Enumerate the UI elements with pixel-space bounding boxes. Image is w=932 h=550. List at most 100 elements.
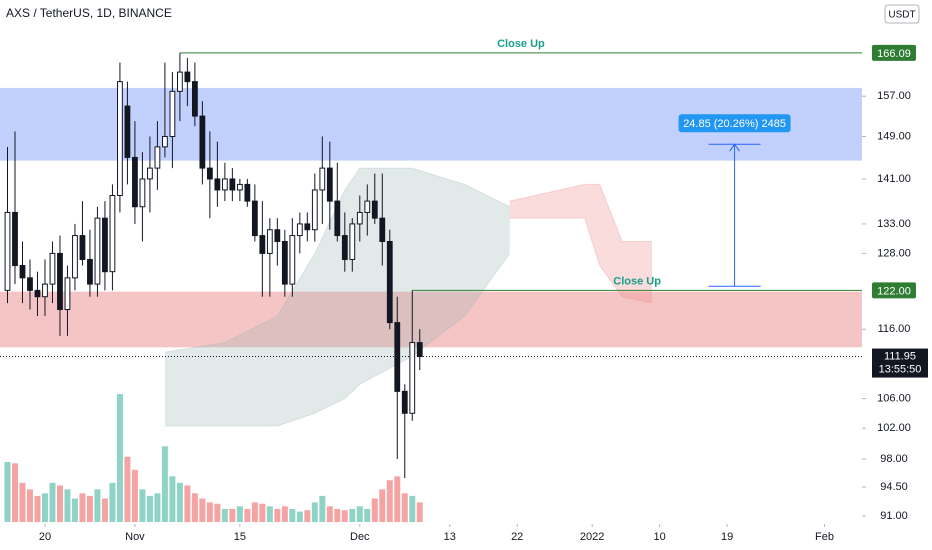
level-text: Close Up bbox=[613, 275, 661, 287]
volume-bar bbox=[191, 493, 198, 522]
candle-body bbox=[349, 223, 356, 260]
candle-body bbox=[117, 81, 123, 197]
x-tick-label: 19 bbox=[721, 531, 733, 543]
volume-bar bbox=[71, 498, 78, 522]
time-axis bbox=[0, 524, 932, 550]
volume-bar bbox=[19, 482, 26, 522]
candle-body bbox=[4, 211, 11, 291]
candle-body bbox=[379, 217, 386, 242]
candle-body bbox=[169, 90, 176, 137]
volume-bar bbox=[289, 508, 296, 522]
chart-title: AXS / TetherUS, 1D, BINANCE bbox=[6, 6, 172, 20]
volume-bar bbox=[116, 394, 123, 522]
candle-body bbox=[132, 156, 138, 208]
level-label-box bbox=[872, 282, 916, 299]
candle-body bbox=[162, 135, 168, 148]
volume-bar bbox=[206, 502, 213, 522]
candle-body bbox=[409, 342, 416, 414]
volume-bar bbox=[244, 508, 251, 522]
y-tick-label: 128.00 bbox=[877, 247, 911, 259]
candle-body bbox=[94, 217, 101, 285]
candle-body bbox=[416, 342, 423, 358]
volume-bar bbox=[304, 510, 311, 522]
candle-body bbox=[274, 229, 281, 242]
countdown-label: 13:55:50 bbox=[879, 363, 922, 375]
volume-bar bbox=[94, 489, 101, 522]
cloud-upper bbox=[509, 183, 653, 242]
cloud-fill bbox=[509, 184, 653, 304]
level-label: 122.00 bbox=[877, 285, 911, 297]
volume-bar bbox=[326, 506, 333, 522]
candle-body bbox=[79, 235, 86, 260]
volume-bar bbox=[109, 482, 116, 522]
y-tick-label: 94.50 bbox=[880, 481, 908, 493]
measure-label: 24.85 (20.26%) 2485 bbox=[683, 118, 786, 130]
candle-body bbox=[326, 167, 333, 202]
level-label-box bbox=[872, 44, 916, 61]
level-label: 166.09 bbox=[877, 48, 911, 60]
zone bbox=[0, 291, 862, 348]
volume-bar bbox=[34, 495, 41, 522]
last-price-label: 111.95 bbox=[884, 350, 916, 362]
candle-body bbox=[296, 223, 303, 237]
candle-body bbox=[139, 178, 146, 208]
volume-bar bbox=[296, 511, 303, 522]
y-tick-label: 102.00 bbox=[877, 422, 911, 434]
cloud-lower bbox=[509, 217, 653, 304]
candle-body bbox=[259, 235, 266, 254]
x-tick-label: 13 bbox=[444, 531, 456, 543]
candle-body bbox=[214, 178, 221, 191]
candle-body bbox=[304, 223, 311, 231]
candle-body bbox=[199, 115, 206, 169]
y-tick-label: 98.00 bbox=[880, 453, 908, 465]
cloud-fill bbox=[164, 168, 510, 426]
last-price-box bbox=[872, 348, 928, 378]
x-tick-label: Dec bbox=[350, 531, 370, 543]
measure-label-box bbox=[678, 114, 791, 133]
candle-body bbox=[206, 167, 213, 180]
volume-bar bbox=[364, 508, 371, 522]
volume-bar bbox=[41, 493, 48, 522]
volume-bar bbox=[379, 489, 386, 522]
candle-body bbox=[191, 81, 198, 117]
x-tick-label: 15 bbox=[234, 531, 246, 543]
volume-bar bbox=[11, 463, 18, 522]
y-tick-label: 116.00 bbox=[878, 323, 911, 335]
candle-body bbox=[281, 240, 288, 285]
candle-body bbox=[72, 235, 78, 279]
candle-body bbox=[266, 229, 273, 254]
price-axis bbox=[862, 0, 932, 524]
volume-bar bbox=[281, 506, 288, 522]
measure-arrowhead bbox=[729, 143, 740, 152]
candle-body bbox=[356, 211, 363, 225]
currency-label: USDT bbox=[888, 10, 915, 21]
candle-body bbox=[236, 183, 243, 191]
candle-body bbox=[244, 183, 251, 202]
y-tick-label: 91.00 bbox=[880, 510, 908, 522]
volume-bar bbox=[274, 508, 281, 522]
candle-body bbox=[221, 178, 228, 191]
candle-body bbox=[42, 283, 48, 298]
candle-body bbox=[386, 240, 393, 324]
volume-bar bbox=[26, 489, 33, 522]
volume-bar bbox=[161, 446, 168, 522]
level-text: Close Up bbox=[497, 38, 545, 50]
volume-bar bbox=[139, 489, 146, 522]
volume-bar bbox=[214, 503, 221, 522]
volume-bar bbox=[56, 485, 63, 522]
currency-box bbox=[884, 4, 920, 24]
candle-body bbox=[319, 167, 326, 191]
candle-body bbox=[334, 200, 341, 237]
volume-bar bbox=[101, 498, 108, 522]
x-tick-label: 2022 bbox=[580, 531, 604, 543]
x-tick-label: 22 bbox=[511, 531, 523, 543]
candle-body bbox=[27, 277, 33, 291]
candle-body bbox=[12, 211, 18, 267]
volume-bar bbox=[49, 482, 56, 522]
volume-bar bbox=[169, 476, 176, 522]
x-tick-label: Nov bbox=[125, 531, 145, 543]
cloud-upper bbox=[164, 167, 510, 353]
